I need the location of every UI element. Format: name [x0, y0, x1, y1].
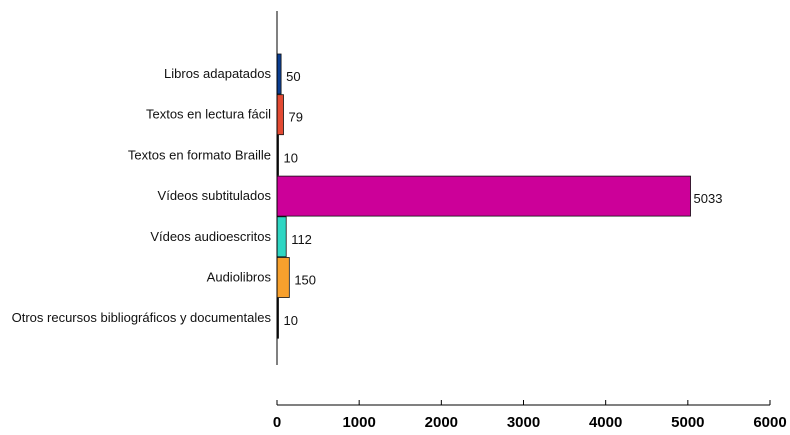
- bar: [277, 217, 286, 257]
- bar: [277, 95, 283, 135]
- category-label: Textos en formato Braille: [128, 147, 271, 162]
- x-tick-label: 6000: [753, 414, 786, 431]
- x-tick-label: 4000: [589, 414, 622, 431]
- category-label: Vídeos audioescritos: [150, 229, 271, 244]
- x-tick-label: 2000: [425, 414, 458, 431]
- category-labels: Libros adapatados Textos en lectura fácil…: [12, 66, 272, 325]
- category-label: Otros recursos bibliográficos y document…: [12, 310, 272, 325]
- bars-group: [277, 54, 691, 338]
- x-tick-label: 5000: [671, 414, 704, 431]
- category-label: Audiolibros: [207, 270, 272, 285]
- value-label: 150: [294, 273, 316, 288]
- x-tick-label: 0: [273, 414, 281, 431]
- x-tick-label: 3000: [507, 414, 540, 431]
- bar: [277, 176, 691, 216]
- category-label: Textos en lectura fácil: [146, 107, 271, 122]
- category-label: Libros adapatados: [164, 66, 271, 81]
- value-label: 10: [284, 150, 298, 165]
- value-label: 5033: [694, 191, 723, 206]
- bar: [277, 54, 281, 94]
- value-label: 10: [284, 313, 298, 328]
- bar: [277, 258, 289, 298]
- value-label: 50: [286, 69, 300, 84]
- x-tick-label: 1000: [342, 414, 375, 431]
- category-label: Vídeos subtitulados: [158, 188, 272, 203]
- value-label: 112: [291, 232, 312, 247]
- value-label: 79: [288, 110, 302, 125]
